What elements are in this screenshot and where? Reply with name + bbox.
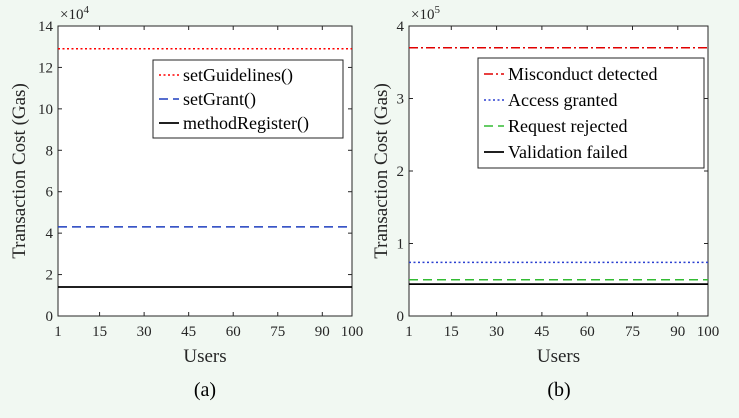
x-tick-label: 90: [670, 324, 685, 340]
x-axis-label: Users: [537, 346, 580, 367]
x-tick-label: 100: [341, 324, 364, 340]
x-tick-label: 75: [270, 324, 285, 340]
y-tick-label: 10: [38, 102, 53, 118]
y-tick-label: 2: [46, 268, 54, 284]
x-tick-label: 30: [489, 324, 504, 340]
y-tick-label: 0: [46, 309, 54, 325]
legend-label: Validation failed: [508, 142, 627, 162]
x-tick-label: 90: [315, 324, 330, 340]
x-tick-label: 1: [54, 324, 62, 340]
legend-label: Request rejected: [508, 116, 627, 136]
y-exponent-label: ×104: [60, 4, 89, 23]
x-tick-label: 1: [405, 324, 413, 340]
chart-panel-b: 1 15 30 45 60 75 90 10001234×105UsersTransactio…: [371, 4, 719, 401]
legend-label: Access granted: [508, 90, 617, 110]
x-tick-label: 100: [697, 324, 720, 340]
x-tick-label: 15: [92, 324, 107, 340]
legend-label: setGrant(): [183, 89, 256, 110]
legend-box: [477, 57, 705, 169]
x-tick-label: 15: [444, 324, 459, 340]
x-tick-label: 45: [534, 324, 549, 340]
y-tick-label: 4: [397, 19, 405, 35]
x-tick-label: 60: [580, 324, 595, 340]
y-axis-label: Transaction Cost (Gas): [9, 83, 30, 259]
x-tick-label: 45: [181, 324, 196, 340]
y-tick-label: 6: [46, 185, 54, 201]
legend-box: [152, 59, 344, 139]
y-tick-label: 8: [46, 143, 54, 159]
y-tick-label: 2: [397, 164, 405, 180]
y-tick-label: 12: [38, 60, 53, 76]
legend-label: methodRegister(): [183, 113, 309, 134]
y-axis-label: Transaction Cost (Gas): [371, 83, 392, 259]
y-tick-label: 4: [46, 226, 54, 242]
x-tick-label: 60: [226, 324, 241, 340]
legend-label: Misconduct detected: [508, 64, 657, 84]
panel-caption: (a): [194, 379, 216, 401]
y-tick-label: 3: [397, 92, 405, 108]
legend-label: setGuidelines(): [183, 65, 293, 86]
x-tick-label: 75: [625, 324, 640, 340]
y-tick-label: 0: [397, 309, 405, 325]
y-tick-label: 14: [38, 19, 54, 35]
y-exponent-label: ×105: [411, 4, 440, 23]
y-tick-label: 1: [397, 237, 405, 253]
x-axis-label: Users: [183, 346, 226, 367]
x-tick-label: 30: [137, 324, 152, 340]
panel-caption: (b): [547, 379, 570, 401]
chart-panel-a: 1 15 30 45 60 75 90 100 0 2 4 6 8 10 12 14 ×104 Users Tran…: [9, 4, 363, 401]
